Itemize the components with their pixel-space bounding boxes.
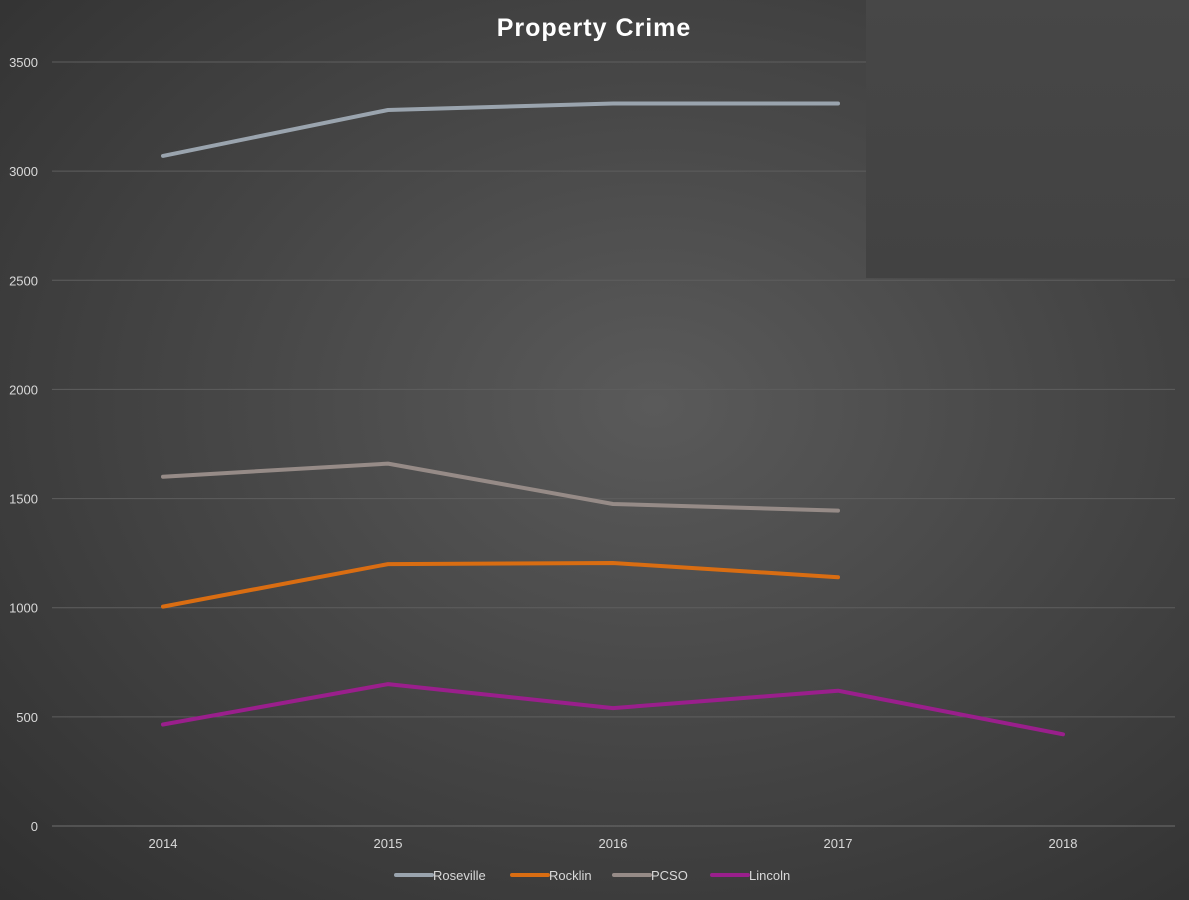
legend-label-rocklin: Rocklin bbox=[549, 868, 592, 883]
y-tick-label: 3000 bbox=[9, 164, 38, 179]
x-tick-label: 2016 bbox=[599, 836, 628, 851]
series-line-roseville bbox=[161, 101, 840, 158]
chart-title: Property Crime bbox=[497, 14, 692, 42]
x-tick-label: 2017 bbox=[824, 836, 853, 851]
series-lines bbox=[161, 101, 1065, 737]
y-tick-label: 3500 bbox=[9, 55, 38, 70]
y-tick-label: 500 bbox=[16, 710, 38, 725]
x-tick-label: 2018 bbox=[1049, 836, 1078, 851]
y-tick-label: 2500 bbox=[9, 273, 38, 288]
x-tick-label: 2014 bbox=[149, 836, 178, 851]
y-tick-label: 1000 bbox=[9, 601, 38, 616]
series-line-pcso bbox=[161, 461, 840, 513]
series-line-rocklin bbox=[161, 561, 840, 609]
y-tick-label: 2000 bbox=[9, 382, 38, 397]
y-tick-label: 1500 bbox=[9, 492, 38, 507]
legend-label-lincoln: Lincoln bbox=[749, 868, 790, 883]
legend-label-roseville: Roseville bbox=[433, 868, 486, 883]
y-axis-ticks: 0 500 1000 1500 2000 2500 3000 3500 bbox=[9, 55, 38, 834]
grid-lines bbox=[52, 61, 1175, 827]
x-axis-ticks: 2014 2015 2016 2017 2018 bbox=[149, 836, 1078, 851]
y-tick-label: 0 bbox=[31, 819, 38, 834]
legend: Roseville Rocklin PCSO Lincoln bbox=[394, 868, 790, 883]
series-line-lincoln bbox=[161, 682, 1065, 737]
x-tick-label: 2015 bbox=[374, 836, 403, 851]
legend-label-pcso: PCSO bbox=[651, 868, 688, 883]
overlay-patch bbox=[866, 0, 1189, 278]
